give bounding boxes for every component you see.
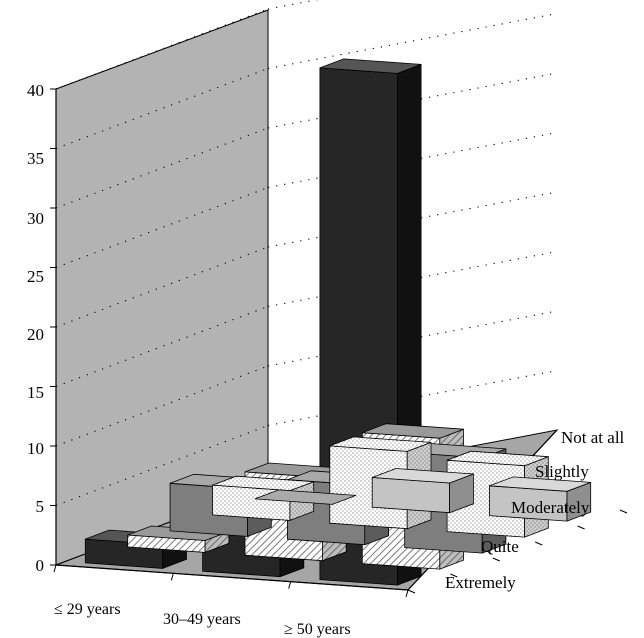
y-tick-label: 30 — [27, 209, 44, 228]
x-tick — [288, 581, 292, 589]
bar-top — [212, 475, 314, 492]
depth-tick — [450, 573, 458, 578]
y-tick-label: 20 — [27, 325, 44, 344]
category-labels: ≤ 29 years 30–49 years ≥ 50 years — [54, 601, 351, 638]
bar-top — [362, 423, 464, 439]
series-labels: Extremely Quite Moderately Slightly Not … — [445, 428, 625, 592]
bar-top — [446, 450, 549, 467]
category-label: 30–49 years — [163, 611, 241, 628]
gridlines — [55, 0, 558, 507]
depth-tick — [577, 525, 585, 530]
series-label: Slightly — [535, 462, 589, 481]
y-tick-label: 35 — [27, 149, 44, 168]
y-tick-label: 40 — [27, 81, 44, 100]
series-label: Quite — [481, 537, 519, 556]
y-tick-label: 5 — [36, 497, 45, 516]
gridline — [55, 8, 269, 90]
y-tick-labels: 0 5 10 15 20 25 30 35 40 — [27, 81, 44, 575]
x-tick — [53, 564, 57, 573]
series-label: Not at all — [561, 428, 625, 447]
series-label: Extremely — [445, 573, 516, 592]
gridline — [267, 0, 319, 10]
gridline — [55, 246, 269, 328]
bar — [371, 468, 474, 514]
x-tick — [405, 589, 409, 598]
y-tick-label: 10 — [27, 439, 44, 458]
depth-tick — [407, 589, 416, 594]
gridline — [55, 127, 269, 209]
series-label: Moderately — [511, 498, 590, 517]
category-label: ≥ 50 years — [284, 621, 351, 638]
gridline — [55, 305, 269, 388]
depth-tick — [619, 509, 628, 514]
bar-base — [254, 489, 357, 505]
gridline — [55, 67, 269, 150]
bar — [127, 525, 230, 553]
bar-front — [371, 477, 451, 514]
gridline — [55, 365, 269, 447]
bar — [489, 476, 592, 522]
y-tick-label: 25 — [27, 267, 44, 286]
y-tick-label: 15 — [27, 383, 44, 402]
x-tick — [170, 573, 174, 581]
bars — [84, 58, 592, 586]
bar-top — [319, 58, 422, 74]
gridline — [55, 186, 269, 269]
bar-top — [489, 476, 591, 492]
gridline — [55, 424, 269, 507]
bar — [254, 489, 357, 505]
bar-top — [329, 436, 432, 452]
depth-tick — [492, 557, 500, 562]
x-axis — [55, 564, 409, 591]
depth-tick — [535, 541, 543, 546]
y-tick-label: 0 — [36, 556, 45, 575]
category-label: ≤ 29 years — [54, 601, 121, 618]
bar-top — [372, 468, 474, 484]
